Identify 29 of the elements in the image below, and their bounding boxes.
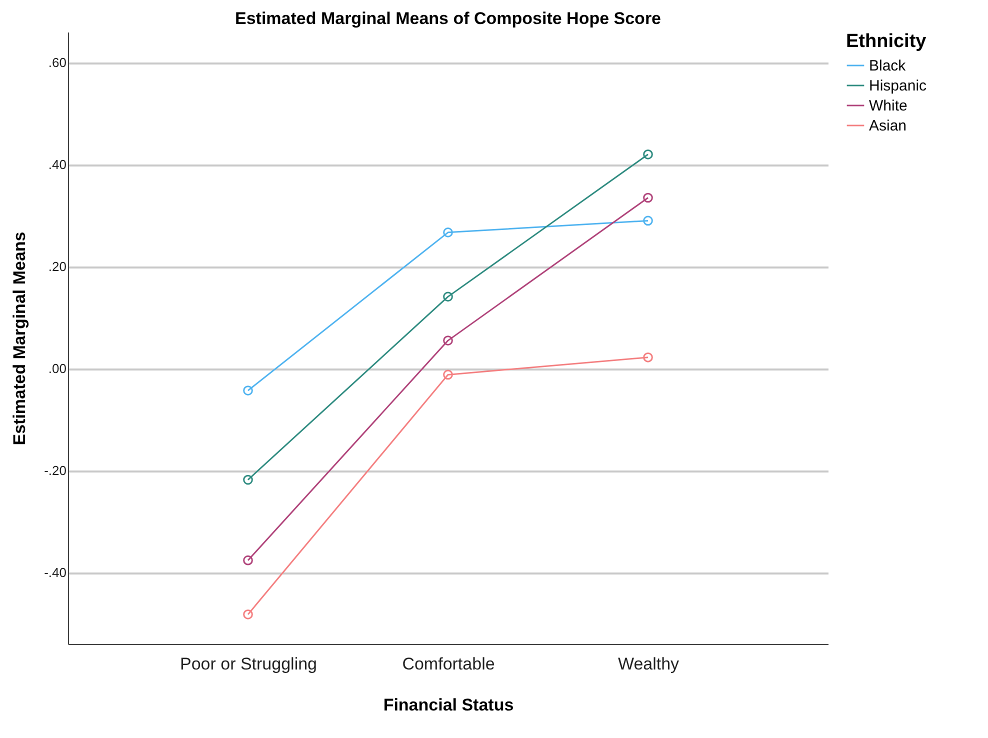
point xyxy=(643,216,653,226)
point xyxy=(443,228,453,238)
x-tick-label: Wealthy xyxy=(618,654,680,674)
y-tick-label: -.20 xyxy=(44,463,66,478)
x-tick-label: Comfortable xyxy=(402,654,495,674)
point xyxy=(243,609,253,620)
y-axis-title: Estimated Marginal Means xyxy=(10,232,30,446)
point xyxy=(643,149,653,160)
legend-label: Black xyxy=(869,58,906,74)
y-tick-label: .40 xyxy=(48,157,66,172)
point xyxy=(443,336,453,346)
x-tick-label: Poor or Struggling xyxy=(180,654,318,674)
legend-label: Hispanic xyxy=(869,78,928,94)
legend-label: Asian xyxy=(869,118,907,134)
y-tick-label: .60 xyxy=(48,55,66,70)
chart-title: Estimated Marginal Means of Composite Hope Score xyxy=(234,9,662,28)
point xyxy=(643,352,653,362)
point xyxy=(243,386,253,396)
point xyxy=(243,555,253,566)
point xyxy=(243,474,253,485)
x-axis-title: Financial Status xyxy=(383,696,514,714)
point xyxy=(443,370,453,380)
legend-label: White xyxy=(869,98,908,114)
y-tick-label: .20 xyxy=(48,259,66,274)
point xyxy=(443,292,453,302)
y-tick-label: -.40 xyxy=(44,565,66,580)
point xyxy=(643,192,653,203)
y-tick-label: .00 xyxy=(48,361,66,376)
legend-title: Ethnicity xyxy=(846,31,927,52)
